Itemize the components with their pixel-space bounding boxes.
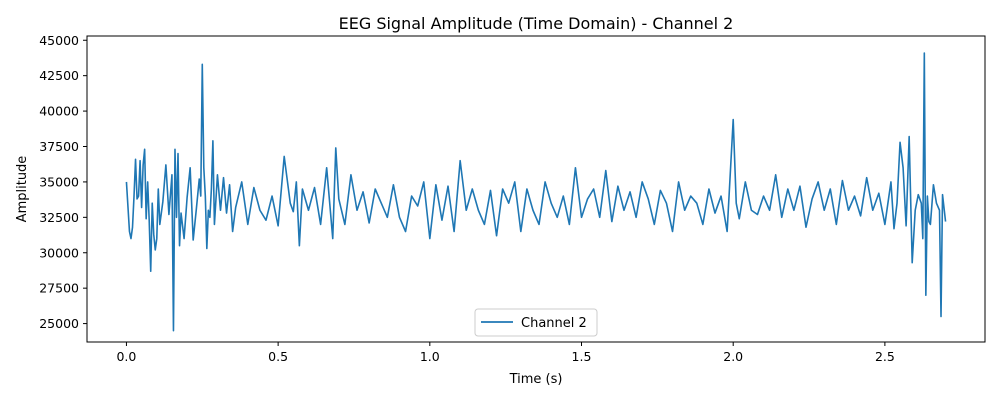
x-tick-label: 1.5 — [572, 349, 592, 364]
legend: Channel 2 — [474, 308, 598, 337]
x-tick-label: 0.0 — [116, 349, 136, 364]
x-tick-label: 1.0 — [420, 349, 440, 364]
y-tick-label: 25000 — [39, 316, 79, 331]
y-tick-label: 45000 — [39, 33, 79, 48]
y-tick-label: 27500 — [39, 281, 79, 296]
x-axis-label: Time (s) — [509, 372, 563, 387]
chart-title: EEG Signal Amplitude (Time Domain) - Cha… — [339, 14, 734, 33]
legend-label: Channel 2 — [521, 316, 587, 331]
y-tick-label: 35000 — [39, 174, 79, 189]
x-axis: 0.0 0.5 1.0 1.5 2.0 2.5 — [116, 342, 895, 364]
x-tick-label: 2.0 — [723, 349, 743, 364]
plot-frame — [86, 35, 986, 343]
y-axis: 25000 27500 30000 32500 35000 37500 40000 42500… — [39, 33, 87, 331]
legend-box — [474, 308, 598, 337]
y-tick-label: 40000 — [39, 104, 79, 119]
y-tick-label: 30000 — [39, 245, 79, 260]
series-line-0 — [125, 52, 947, 332]
x-tick-label: 0.5 — [268, 349, 288, 364]
y-axis-label: Amplitude — [15, 156, 30, 223]
plot-area — [125, 52, 947, 332]
y-tick-label: 42500 — [39, 68, 79, 83]
x-tick-label: 2.5 — [875, 349, 895, 364]
y-tick-label: 37500 — [39, 139, 79, 154]
y-tick-label: 32500 — [39, 210, 79, 225]
